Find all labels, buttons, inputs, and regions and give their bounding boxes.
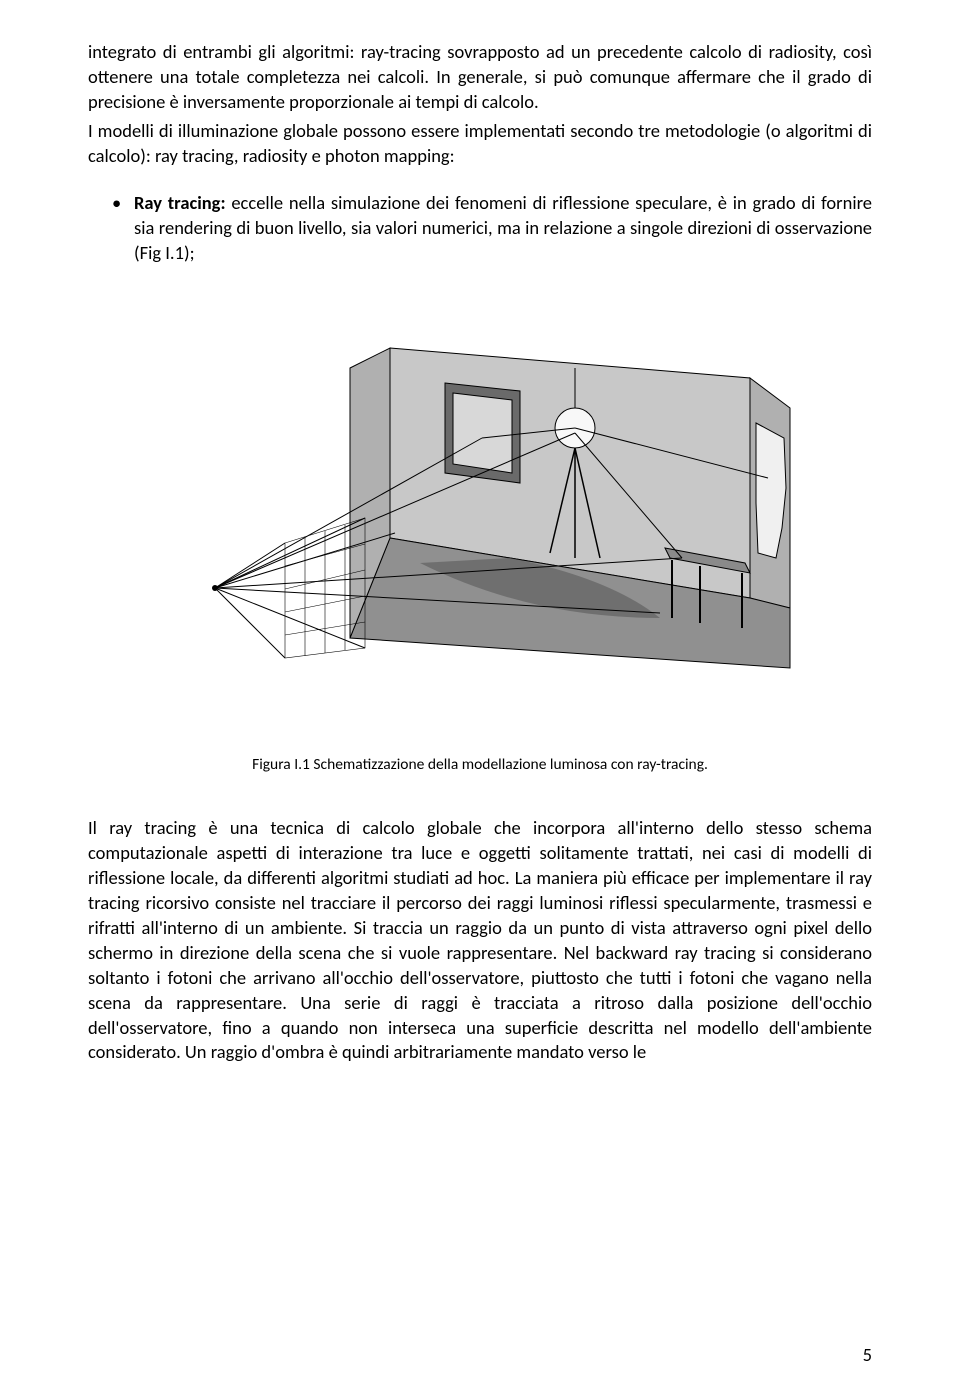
figure-raytracing: Figura I.1 Schematizzazione della modell… (88, 308, 872, 774)
bullet-dot-icon: • (112, 191, 134, 266)
bullet-rest: eccelle nella simulazione dei fenomeni d… (134, 191, 872, 264)
paragraph-3: Il ray tracing è una tecnica di calcolo … (88, 816, 872, 1066)
paragraph-1: integrato di entrambi gli algoritmi: ray… (88, 40, 872, 115)
bullet-item-raytracing: • Ray tracing: eccelle nella simulazione… (112, 191, 872, 266)
page-number-value: 5 (863, 1343, 872, 1366)
figure-svg (160, 308, 800, 728)
bullet-list: • Ray tracing: eccelle nella simulazione… (112, 191, 872, 266)
paragraph-1-text: integrato di entrambi gli algoritmi: ray… (88, 40, 872, 113)
paragraph-3-text: Il ray tracing è una tecnica di calcolo … (88, 816, 872, 1064)
paragraph-2-text: I modelli di illuminazione globale posso… (88, 119, 872, 167)
figure-caption-text: Figura I.1 Schematizzazione della modell… (252, 755, 708, 774)
page-number: 5 (863, 1343, 872, 1366)
figure-caption: Figura I.1 Schematizzazione della modell… (88, 755, 872, 774)
bullet-bold-label: Ray tracing: (134, 191, 226, 214)
paragraph-2: I modelli di illuminazione globale posso… (88, 119, 872, 169)
bullet-text: Ray tracing: eccelle nella simulazione d… (134, 191, 872, 266)
